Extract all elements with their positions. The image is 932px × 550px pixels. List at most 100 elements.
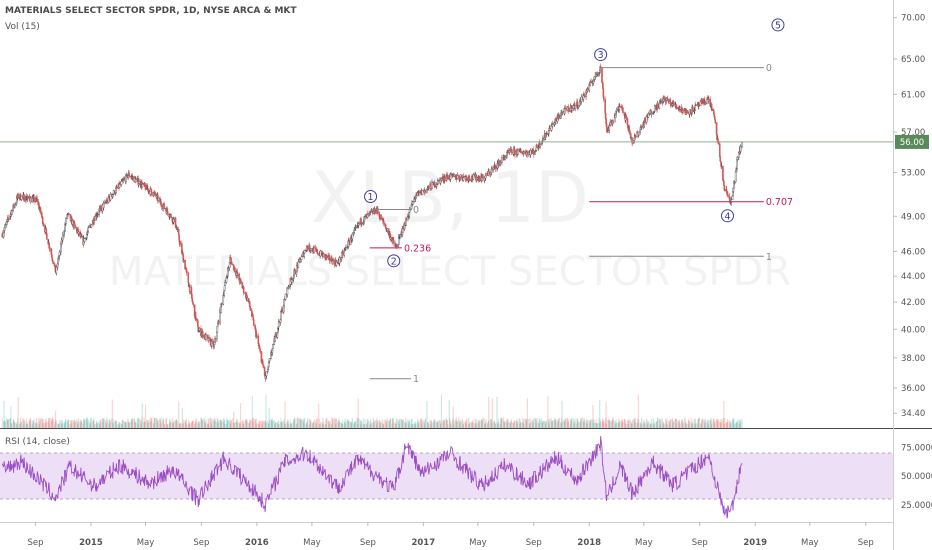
volume-bar: [739, 422, 741, 428]
volume-bar: [414, 421, 417, 428]
volume-bar: [522, 417, 524, 428]
volume-bar: [166, 424, 168, 428]
volume-bar: [220, 419, 222, 428]
volume-bar: [140, 421, 143, 428]
volume-bar: [83, 420, 86, 428]
volume-bar: [201, 420, 203, 428]
price-tick-label: 36.00: [901, 384, 925, 394]
time-tick-label: 2019: [743, 538, 767, 548]
candle-body: [727, 194, 729, 197]
volume-bar: [50, 419, 52, 428]
volume-bar: [515, 421, 518, 428]
volume-bar: [48, 417, 50, 428]
candle-body: [71, 220, 74, 225]
volume-bar: [61, 423, 63, 428]
candle: [122, 176, 125, 184]
candle-body: [329, 260, 331, 262]
volume-bar: [669, 419, 671, 428]
volume-bar: [469, 421, 471, 428]
wave-label-3: 3: [594, 48, 608, 62]
volume-bar: [525, 418, 527, 428]
candle: [377, 205, 379, 216]
candle-body: [461, 174, 463, 179]
volume-bar: [490, 422, 493, 428]
candle-body: [720, 165, 723, 167]
volume-bar: [54, 421, 56, 428]
volume-bar: [522, 422, 524, 428]
volume-bar: [557, 419, 559, 428]
volume-bar: [678, 419, 680, 428]
volume-bar: [278, 424, 280, 428]
volume-bar: [625, 423, 627, 428]
volume-bar: [448, 400, 450, 428]
volume-bar: [729, 420, 731, 428]
volume-bar: [29, 418, 31, 428]
fib-level-label: 0.707: [766, 197, 793, 208]
candle: [17, 192, 19, 200]
volume-bar: [341, 420, 343, 428]
volume-bar: [725, 422, 728, 428]
volume-bar: [367, 421, 369, 428]
volume-bar: [662, 423, 664, 428]
volume-bar: [393, 422, 395, 428]
volume-bar: [108, 418, 111, 428]
volume-bar: [635, 422, 637, 428]
candle-body: [77, 231, 80, 234]
price-tick-label: 53.00: [901, 169, 925, 179]
candle-body: [561, 110, 564, 113]
candle-body: [319, 250, 322, 257]
volume-bar: [532, 423, 534, 428]
candle-body: [131, 176, 134, 178]
volume-bar: [222, 418, 224, 428]
volume-bar: [297, 417, 299, 428]
volume-bar: [419, 419, 422, 428]
volume-bar: [484, 423, 486, 428]
volume-bar: [720, 418, 723, 428]
candle-body: [23, 200, 26, 202]
volume-bar: [363, 423, 365, 428]
volume-bar: [634, 418, 636, 428]
volume-bar: [64, 421, 66, 428]
volume-bar: [668, 421, 670, 428]
volume-bar: [494, 421, 496, 428]
volume-bar: [495, 424, 497, 428]
volume-bar: [3, 401, 5, 428]
candle-body: [615, 109, 618, 112]
volume-bar: [306, 422, 308, 428]
volume-bar: [571, 419, 573, 428]
volume-bar: [73, 420, 76, 428]
volume-bar: [652, 417, 654, 428]
candle-body: [176, 228, 179, 230]
volume-bar: [512, 422, 514, 428]
candle-body: [93, 218, 96, 221]
volume-bar: [313, 421, 315, 428]
volume-bar: [409, 419, 411, 428]
volume-bar: [535, 423, 537, 428]
candle-body: [20, 195, 23, 200]
volume-bar: [464, 421, 466, 428]
volume-bar: [395, 418, 398, 428]
volume-bar: [411, 424, 413, 428]
candle-body: [17, 194, 19, 199]
volume-bar: [275, 422, 277, 428]
volume-bar: [397, 421, 399, 428]
candle-body: [501, 157, 503, 163]
candle-body: [68, 213, 70, 215]
volume-bar: [323, 421, 325, 428]
candle-body: [685, 110, 688, 114]
candle-body: [469, 179, 471, 181]
candle-body: [353, 230, 355, 233]
candle-body: [601, 68, 603, 83]
volume-bar: [526, 397, 529, 428]
candle-body: [55, 266, 58, 274]
volume-bar: [458, 420, 460, 428]
candle: [157, 196, 160, 203]
volume-bar: [373, 422, 375, 428]
volume-bar: [675, 418, 677, 428]
volume-bar: [78, 418, 80, 428]
candle: [39, 207, 42, 215]
candle-body: [382, 220, 385, 224]
volume-bar: [532, 420, 534, 428]
volume-bar: [200, 417, 203, 428]
